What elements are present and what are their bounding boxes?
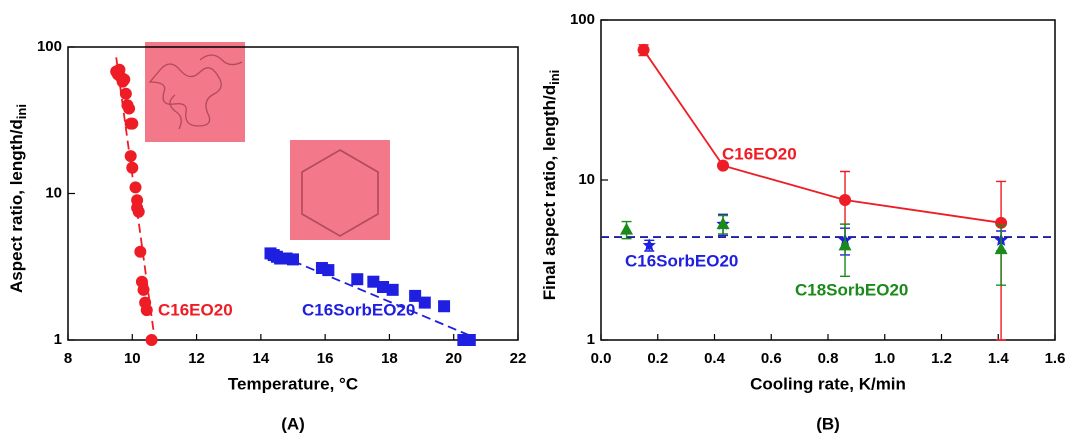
x-tick-label: 20 [445,350,462,367]
data-point [118,73,131,86]
x-tick-label: 10 [124,350,141,367]
x-tick-label: 1.4 [988,350,1010,367]
series-label: C16EO20 [722,144,797,163]
x-tick-label: 18 [381,350,398,367]
data-point [418,296,431,309]
data-point [351,273,364,286]
inset-image [290,140,390,240]
y-tick-label: 10 [45,184,62,201]
series-label: C18SorbEO20 [795,280,908,299]
x-tick-label: 14 [253,350,270,367]
x-tick-label: 16 [317,350,334,367]
y-tick-label: 100 [570,11,595,28]
inset-micrographs [145,42,390,240]
data-point [129,181,142,194]
series-label: C16EO20 [158,300,233,319]
x-tick-label: 12 [188,350,205,367]
y-axis-label: Aspect ratio, length/dini [7,104,29,293]
inset-image [145,42,245,142]
data-point [642,238,656,252]
data-point [838,238,852,251]
panel-caption: (A) [281,414,305,433]
y-tick-label: 1 [587,331,595,348]
y-axis-label-main: Final aspect ratio, length/d [540,85,559,300]
data-point [839,193,852,206]
y-axis-label-subscript: ini [547,70,562,85]
data-point [463,334,476,346]
y-tick-label: 100 [37,38,62,55]
data-point [145,334,158,346]
x-tick-label: 0.0 [591,350,612,367]
inset-fibers [199,54,243,66]
x-axis-label: Temperature, °C [228,374,358,393]
data-point [287,253,299,266]
data-point [137,283,150,296]
data-point [409,289,422,302]
data-point [132,205,145,218]
panel-caption: (B) [816,414,840,433]
inset-hexagon [301,149,379,237]
y-tick-label: 1 [54,331,62,348]
data-point [140,304,153,317]
data-point [126,117,139,130]
x-tick-label: 0.2 [647,350,668,367]
y-tick-label: 10 [578,171,595,188]
y-axis-label-main: Aspect ratio, length/d [7,119,26,293]
y-axis-label: Final aspect ratio, length/dini [540,70,562,301]
error-bar [996,224,1007,286]
x-tick-label: 0.8 [818,350,839,367]
x-axis-label: Cooling rate, K/min [750,374,906,393]
data-point [377,281,389,294]
data-point [124,150,137,163]
data-point [367,275,380,288]
data-point [119,87,132,100]
series-label: C16SorbEO20 [302,300,415,319]
y-axis-label-subscript: ini [14,104,29,119]
data-point [994,242,1008,255]
x-tick-label: 8 [64,350,72,367]
data-point [322,264,335,277]
data-point [126,161,139,174]
x-tick-label: 1.0 [874,350,895,367]
series-line [642,49,1002,224]
x-tick-label: 1.6 [1045,350,1066,367]
x-tick-label: 1.2 [931,350,952,367]
data-point [620,222,634,235]
inset-fibers [148,63,222,130]
trend-line [266,249,474,338]
data-point [716,217,730,230]
data-point [637,43,650,56]
data-point [438,300,451,313]
data-point [717,159,730,172]
x-tick-label: 22 [510,350,527,367]
data-point [123,102,136,115]
series-label: C16SorbEO20 [625,251,738,270]
x-tick-label: 0.4 [704,350,726,367]
data-point [386,283,399,296]
x-tick-label: 0.6 [761,350,782,367]
data-point [134,245,147,258]
